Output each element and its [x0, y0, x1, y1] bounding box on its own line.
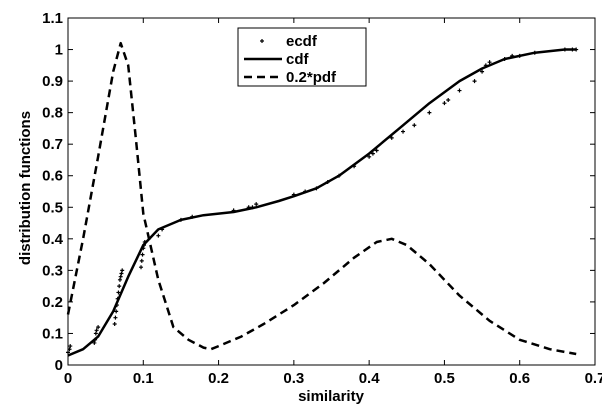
ecdf-point	[442, 101, 447, 106]
y-tick-label: 0.2	[42, 294, 63, 311]
ecdf-point	[389, 135, 394, 140]
x-tick-label: 0.3	[283, 370, 304, 387]
plot-frame	[67, 17, 596, 366]
ecdf-point	[96, 325, 101, 330]
ecdf-point	[67, 347, 72, 352]
x-tick-label: 0.5	[434, 370, 455, 387]
y-tick-label: 0	[55, 357, 63, 374]
legend-swatch-ecdf	[260, 39, 264, 43]
x-tick-label: 0.1	[133, 370, 154, 387]
ecdf-point	[457, 88, 462, 93]
ecdf-point	[117, 284, 122, 289]
ecdf-point	[119, 271, 124, 276]
legend-label-ecdf: ecdf	[286, 33, 318, 50]
ecdf-point	[139, 265, 144, 270]
ecdf-point	[117, 277, 122, 282]
legend-label-cdf: cdf	[286, 51, 310, 68]
ecdf-point	[367, 154, 372, 159]
cdf-line	[67, 48, 577, 357]
ecdf-point	[472, 79, 477, 84]
ecdf-point	[446, 98, 451, 103]
ecdf-point	[254, 202, 259, 207]
plot-area	[66, 41, 579, 357]
y-tick-label: 0.1	[42, 325, 63, 342]
axes: 0 0.1 0.2 0.3 0.4 0.5 0.6 0.7 0 0.1 0.2 0.3 0.4 0.5 0.…	[42, 10, 602, 387]
ecdf-point	[401, 129, 406, 134]
y-tick-label: 0.9	[42, 73, 63, 90]
ecdf-point	[370, 151, 375, 156]
x-tick-label: 0.2	[208, 370, 229, 387]
ecdf-point	[92, 340, 97, 345]
ecdf-point	[487, 60, 492, 65]
ecdf-point	[113, 315, 118, 320]
y-tick-label: 1	[55, 42, 63, 59]
ecdf-point	[120, 268, 125, 273]
x-axis-title: similarity	[298, 388, 365, 405]
legend-label-0-2-pdf: 0.2*pdf	[286, 69, 337, 86]
ecdf-point	[93, 331, 98, 336]
ecdf-point	[427, 110, 432, 115]
ecdf-point	[118, 274, 123, 279]
y-tick-label: 1.1	[42, 10, 63, 27]
ecdf-point	[68, 344, 73, 349]
x-tick-label: 0.4	[359, 370, 381, 387]
ecdf-point	[480, 69, 485, 74]
0-2-pdf-line	[66, 41, 577, 356]
y-tick-label: 0.5	[42, 199, 63, 216]
ecdf-point	[116, 290, 121, 295]
y-tick-label: 0.3	[42, 262, 63, 279]
ecdf-point	[94, 328, 99, 333]
y-tick-label: 0.8	[42, 105, 63, 122]
ecdf-point	[66, 350, 70, 355]
y-tick-label: 0.4	[42, 231, 64, 248]
ecdf-point	[156, 233, 161, 238]
ecdf-point	[140, 252, 145, 257]
y-axis-title: distribution functions	[17, 111, 34, 265]
ecdf-point	[114, 309, 119, 314]
x-tick-label: 0	[64, 370, 72, 387]
x-tick-label: 0.6	[509, 370, 530, 387]
y-tick-label: 0.6	[42, 168, 63, 185]
ecdf-point	[374, 148, 379, 153]
y-tick-label: 0.7	[42, 136, 63, 153]
ecdf-point	[139, 258, 144, 263]
ecdf-point	[412, 123, 417, 128]
x-tick-label: 0.7	[585, 370, 602, 387]
ecdf-point	[112, 321, 117, 326]
